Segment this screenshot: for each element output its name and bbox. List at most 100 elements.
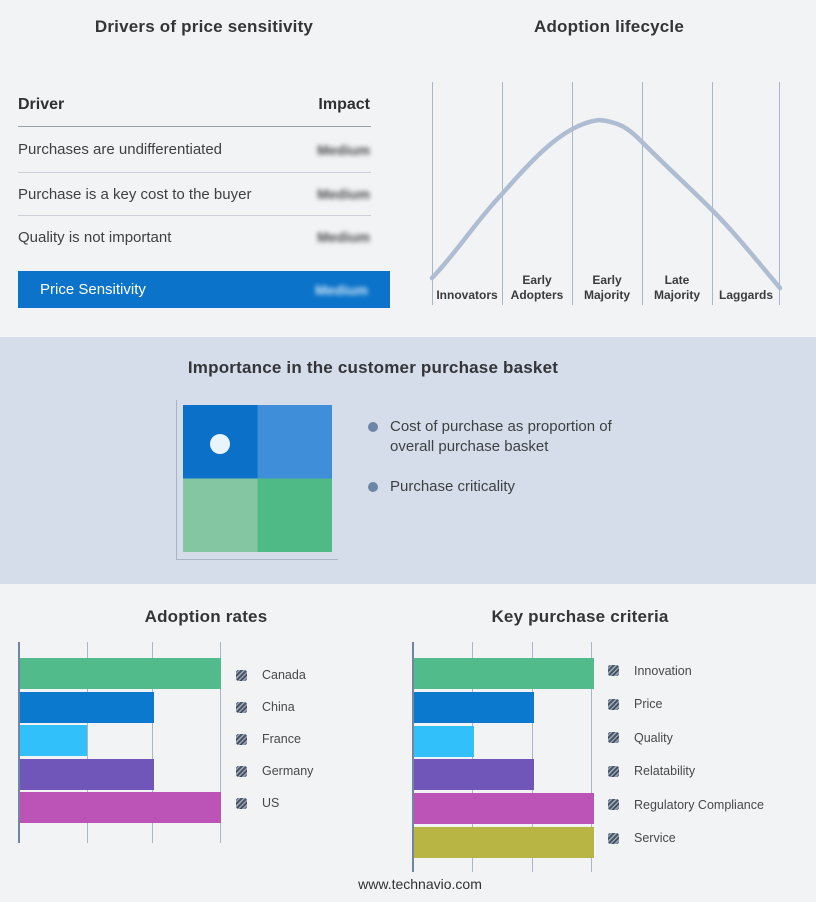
stage-gridline [572,82,573,305]
quadrant-x-axis [176,559,338,560]
bar-service [414,827,594,858]
quadrant-y-axis [176,400,177,560]
hatch-swatch-icon [236,733,247,745]
stage-label: Early Adopters [510,273,564,302]
x-gridline [87,642,88,843]
x-gridline [152,642,153,843]
stage-gridline [712,82,713,305]
bullet-text: Purchase criticality [390,478,516,495]
bar-us [20,792,221,823]
legend-item: Regulatory Compliance [608,788,764,822]
lifecycle-chart: Innovators Early Adopters Early Majority… [429,82,783,305]
quadrant-matrix [183,405,332,552]
bullet-icon [368,422,378,432]
drivers-table-header: Driver Impact [18,96,370,114]
impact-cell-blurred: Medium [317,229,370,245]
y-axis [18,642,20,843]
driver-cell: Purchases are undifferentiated [18,141,223,158]
table-row: Purchases are undifferentiated Medium [18,127,370,172]
x-gridline [591,642,592,872]
drivers-panel-title: Drivers of price sensitivity [94,17,314,36]
driver-cell: Purchase is a key cost to the buyer [18,185,252,203]
key-purchase-criteria-title: Key purchase criteria [491,607,669,626]
bell-curve-svg [429,117,783,291]
stage-label: Laggards [718,288,773,302]
quadrant-bottom-left [183,478,258,552]
legend-label: France [262,732,301,746]
bar-relatability [414,759,534,790]
impact-cell-blurred: Medium [317,141,370,158]
adoption-rates-legend: Canada China France Germany US [236,659,313,819]
legend-label: Regulatory Compliance [634,797,764,812]
legend-item: Price [608,688,764,722]
legend-label: Service [634,831,676,846]
row-divider [18,215,371,216]
stage-gridline [779,82,780,305]
hatch-swatch-icon [236,765,247,777]
legend-label: Quality [634,730,673,745]
bar-innovation [414,658,594,689]
table-row: Purchase is a key cost to the buyer Medi… [18,173,370,215]
adoption-rates-plot [18,642,228,843]
bar-price [414,692,534,723]
legend-item: Germany [236,755,313,787]
key-criteria-plot [412,642,594,872]
x-gridline [472,642,473,872]
legend-label: Price [634,697,663,712]
legend-item: Quality [608,721,764,755]
bar-quality [414,726,474,757]
impact-cell-blurred: Medium [317,186,370,202]
legend-label: Germany [262,764,314,778]
bar-china [20,692,154,723]
legend-item: Service [608,822,764,856]
x-gridline [532,642,533,872]
position-dot [210,434,230,454]
hatch-swatch-icon [236,701,247,713]
lifecycle-panel-title: Adoption lifecycle [533,17,684,36]
legend-item: Innovation [608,654,764,688]
legend-label: Innovation [634,663,692,678]
row-divider [18,172,371,173]
legend-label: China [262,700,295,714]
quadrant-top-right [257,405,332,479]
bullet-icon [368,482,378,492]
hatch-swatch-icon [608,765,619,777]
legend-item: China [236,691,313,723]
table-row: Quality is not important Medium [18,216,370,258]
bullet-item: Cost of purchase as proportion of overal… [368,417,648,457]
stage-gridline [642,82,643,305]
driver-cell: Quality is not important [18,228,172,246]
stage-gridline [432,82,433,305]
stage-label: Early Majority [583,273,630,302]
driver-column-header: Driver [18,96,65,113]
hatch-swatch-icon [608,799,619,811]
highlight-driver-cell: Price Sensitivity [40,281,146,298]
hatch-swatch-icon [608,732,619,744]
price-sensitivity-highlight-row: Price Sensitivity Medium [18,271,390,308]
header-divider [18,126,371,127]
hatch-swatch-icon [608,665,619,677]
x-gridline [220,642,221,843]
bell-curve-path [429,117,783,291]
y-axis [412,642,414,872]
bar-france [20,725,87,756]
legend-label: US [262,796,280,810]
legend-item: Canada [236,659,313,691]
impact-column-header: Impact [318,96,370,113]
legend-item: Relatability [608,755,764,789]
website-url: www.technavio.com [358,876,482,892]
legend-label: Canada [262,668,306,682]
purchase-basket-band: Importance in the customer purchase bask… [0,337,816,584]
stage-label: Innovators [436,288,498,302]
legend-label: Relatability [634,764,696,779]
bar-germany [20,759,154,790]
key-criteria-legend: Innovation Price Quality Relatability Re… [608,654,764,855]
bullet-text: Cost of purchase as proportion of overal… [390,418,612,455]
legend-item: US [236,787,313,819]
bar-canada [20,658,221,689]
legend-item: France [236,723,313,755]
hatch-swatch-icon [608,832,619,844]
bullet-item: Purchase criticality [368,477,648,497]
stage-label: Late Majority [653,273,700,302]
